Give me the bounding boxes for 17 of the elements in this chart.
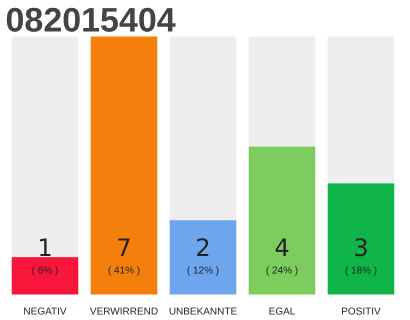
data-label: 4 (274, 234, 290, 262)
annotation: ( 41% ) (108, 265, 140, 276)
annotation: ( 12% ) (186, 265, 220, 276)
data-label: 2 (195, 234, 211, 262)
x-tick-label: VERWIRREND (90, 306, 158, 318)
annotation: ( 6% ) (32, 265, 58, 276)
bar (12, 257, 78, 294)
x-tick-label: UNBEKANNTE (168, 306, 238, 318)
x-tick-label: NEGATIV (23, 306, 67, 318)
annotation: ( 18% ) (344, 265, 378, 276)
x-tick-label: EGAL (268, 306, 296, 318)
data-label: 1 (37, 234, 53, 262)
data-label: 3 (353, 234, 369, 262)
chart-title: 082015404 (6, 2, 176, 40)
data-label: 7 (116, 234, 132, 262)
x-tick-label: POSITIV (341, 306, 382, 318)
annotation: ( 24% ) (266, 265, 298, 276)
